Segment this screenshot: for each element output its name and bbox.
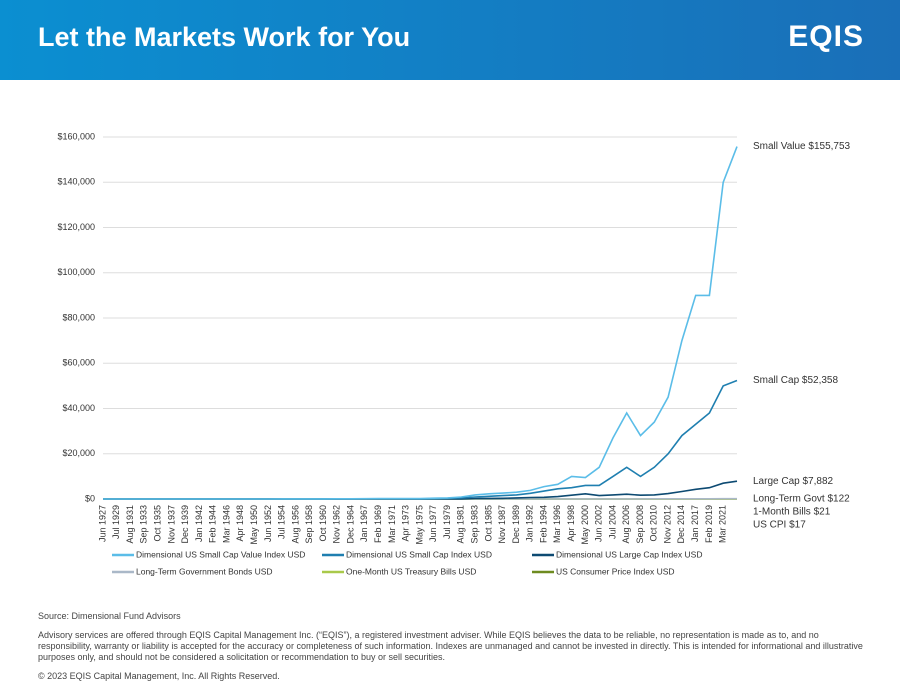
x-tick-label: Oct 1960 xyxy=(318,505,328,542)
x-tick-label: Feb 1994 xyxy=(538,505,548,543)
x-tick-label: Jul 1954 xyxy=(277,505,287,539)
x-tick-label: May 1975 xyxy=(414,505,424,545)
x-tick-label: Dec 1939 xyxy=(180,505,190,544)
x-tick-label: Jul 1929 xyxy=(111,505,121,539)
x-tick-label: Nov 2012 xyxy=(662,505,672,544)
x-tick-label: Feb 2019 xyxy=(704,505,714,543)
x-tick-label: Sep 2008 xyxy=(635,505,645,544)
end-label: US CPI $17 xyxy=(753,519,806,530)
legend-label: Long-Term Government Bonds USD xyxy=(136,566,273,576)
title: Let the Markets Work for You xyxy=(38,22,411,52)
x-tick-label: Jan 1992 xyxy=(525,505,535,542)
x-tick-label: Jan 1967 xyxy=(359,505,369,542)
x-tick-label: Nov 1987 xyxy=(497,505,507,544)
x-tick-label: Aug 1931 xyxy=(125,505,135,544)
x-tick-label: Dec 1964 xyxy=(345,505,355,544)
x-tick-label: Dec 1989 xyxy=(511,505,521,544)
y-tick-label: $80,000 xyxy=(62,312,95,322)
source: Source: Dimensional Fund Advisors xyxy=(38,611,181,621)
y-tick-label: $0 xyxy=(85,493,95,503)
header: Let the Markets Work for You EQIS xyxy=(0,0,900,80)
x-tick-label: Aug 1981 xyxy=(456,505,466,544)
x-tick-label: Jan 2017 xyxy=(690,505,700,542)
end-label: Small Value $155,753 xyxy=(753,141,851,152)
legend-label: One-Month US Treasury Bills USD xyxy=(346,566,476,576)
x-tick-label: Feb 1969 xyxy=(373,505,383,543)
x-tick-label: Feb 1944 xyxy=(208,505,218,543)
legend-label: Dimensional US Large Cap Index USD xyxy=(556,549,702,559)
end-label: Long-Term Govt $122 xyxy=(753,493,850,504)
y-tick-label: $20,000 xyxy=(62,448,95,458)
x-tick-label: May 2000 xyxy=(580,505,590,545)
x-tick-label: Oct 1935 xyxy=(153,505,163,542)
disclaimer: Advisory services are offered through EQ… xyxy=(38,630,863,662)
x-tick-label: Aug 2006 xyxy=(621,505,631,544)
series-line xyxy=(103,146,738,500)
end-label: 1-Month Bills $21 xyxy=(753,506,831,517)
x-tick-label: Apr 1973 xyxy=(401,505,411,542)
x-tick-label: Nov 1937 xyxy=(166,505,176,544)
x-tick-label: Jan 1942 xyxy=(194,505,204,542)
y-tick-label: $120,000 xyxy=(57,222,95,232)
legend-label: Dimensional US Small Cap Value Index USD xyxy=(136,549,305,559)
x-tick-label: Jul 1979 xyxy=(442,505,452,539)
x-tick-label: Sep 1958 xyxy=(304,505,314,544)
x-tick-label: Jul 2004 xyxy=(607,505,617,539)
y-tick-label: $60,000 xyxy=(62,358,95,368)
x-tick-label: Mar 2021 xyxy=(718,505,728,543)
legend-label: Dimensional US Small Cap Index USD xyxy=(346,549,492,559)
copyright: © 2023 EQIS Capital Management, Inc. All… xyxy=(38,671,280,681)
x-tick-label: Jun 1927 xyxy=(97,505,107,542)
end-label: Small Cap $52,358 xyxy=(753,375,838,386)
end-label: Large Cap $7,882 xyxy=(753,476,834,487)
x-tick-label: Nov 1962 xyxy=(332,505,342,544)
x-tick-label: Apr 1998 xyxy=(566,505,576,542)
x-tick-label: Jun 2002 xyxy=(594,505,604,542)
y-tick-label: $140,000 xyxy=(57,177,95,187)
x-tick-label: Sep 1983 xyxy=(470,505,480,544)
x-tick-label: Jun 1977 xyxy=(428,505,438,542)
x-tick-label: Sep 1933 xyxy=(139,505,149,544)
x-tick-label: Dec 2014 xyxy=(676,505,686,544)
legend-label: US Consumer Price Index USD xyxy=(556,566,675,576)
x-tick-label: Oct 1985 xyxy=(483,505,493,542)
x-tick-label: Oct 2010 xyxy=(649,505,659,542)
x-tick-label: Mar 1971 xyxy=(387,505,397,543)
x-tick-label: Apr 1948 xyxy=(235,505,245,542)
x-tick-label: Mar 1946 xyxy=(221,505,231,543)
logo: EQIS xyxy=(788,20,864,53)
x-tick-label: Jun 1952 xyxy=(263,505,273,542)
series-line xyxy=(103,480,738,500)
x-tick-label: Aug 1956 xyxy=(290,505,300,544)
x-tick-label: May 1950 xyxy=(249,505,259,545)
y-tick-label: $40,000 xyxy=(62,403,95,413)
y-tick-label: $100,000 xyxy=(57,267,95,277)
y-tick-label: $160,000 xyxy=(57,131,95,141)
series-line xyxy=(103,379,738,500)
chart: $0 $20,000 $40,000 $60,000 $80,000 $100,000 $1… xyxy=(57,131,851,576)
x-tick-label: Mar 1996 xyxy=(552,505,562,543)
